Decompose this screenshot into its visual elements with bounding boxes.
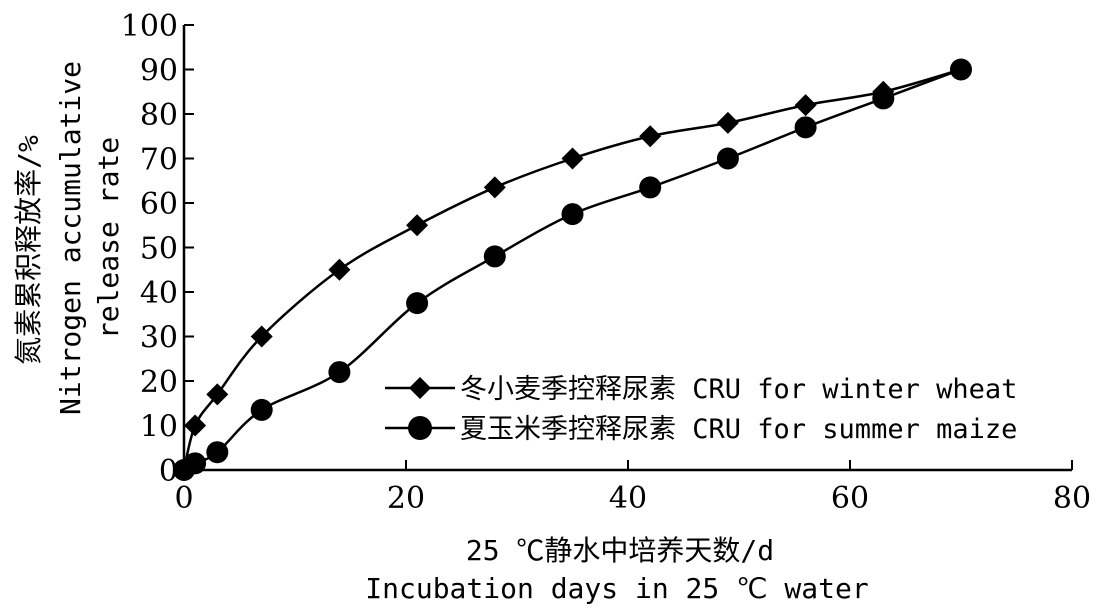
- maize-data-point: [872, 87, 895, 110]
- wheat-data-point: [184, 414, 207, 437]
- x-tick-label: 20: [387, 481, 425, 516]
- maize-data-point: [184, 452, 207, 475]
- y-tick-label: 10: [140, 410, 178, 445]
- maize-data-point: [406, 292, 429, 315]
- y-tick-label: 0: [159, 454, 178, 489]
- y-tick-label: 50: [140, 232, 178, 267]
- y-tick-label: 100: [121, 9, 178, 44]
- y-tick-label: 30: [140, 321, 178, 356]
- maize-data-point: [794, 116, 817, 139]
- x-tick-label: 80: [1053, 481, 1091, 516]
- maize-data-point: [328, 361, 351, 384]
- wheat-data-point: [206, 383, 229, 406]
- wheat-data-point: [250, 325, 273, 348]
- y-axis-label-en-line2: release rate: [92, 137, 125, 339]
- wheat-data-point: [561, 147, 584, 170]
- x-axis-label-cn: 25 ℃静水中培养天数/d: [466, 534, 774, 567]
- x-tick-label: 60: [831, 481, 869, 516]
- y-tick-label: 20: [140, 365, 178, 400]
- maize-data-point: [250, 398, 273, 421]
- legend-diamond-marker: [409, 377, 431, 399]
- maize-data-point: [483, 245, 506, 268]
- wheat-data-point: [328, 258, 351, 281]
- x-axis-label-en: Incubation days in 25 ℃ water: [365, 572, 868, 605]
- maize-data-point: [206, 441, 229, 464]
- y-tick-label: 60: [140, 187, 178, 222]
- y-tick-label: 70: [140, 143, 178, 178]
- x-tick-label: 0: [174, 481, 193, 516]
- maize-data-point: [561, 203, 584, 226]
- wheat-data-point: [639, 125, 662, 148]
- maize-data-point: [639, 176, 662, 199]
- legend-label-wheat: 冬小麦季控释尿素 CRU for winter wheat: [460, 374, 1017, 405]
- x-tick-label: 40: [609, 481, 647, 516]
- y-tick-label: 40: [140, 276, 178, 311]
- series-line-circle: [183, 68, 962, 472]
- wheat-data-point: [483, 176, 506, 199]
- maize-data-point: [716, 147, 739, 170]
- y-tick-label: 90: [140, 54, 178, 89]
- y-axis-label-en-line1: Nitrogen accumulative: [54, 61, 87, 415]
- legend: 冬小麦季控释尿素 CRU for winter wheat 夏玉米季控释尿素 C…: [385, 374, 1017, 445]
- legend-circle-marker: [408, 416, 432, 440]
- series-line-diamond: [182, 68, 962, 471]
- wheat-data-point: [406, 214, 429, 237]
- y-axis-label-cn: 氮素累积释放率/%: [12, 135, 45, 365]
- legend-label-maize: 夏玉米季控释尿素 CRU for summer maize: [460, 414, 1017, 445]
- wheat-data-point: [794, 94, 817, 117]
- wheat-data-point: [716, 111, 739, 134]
- y-tick-label: 80: [140, 98, 178, 133]
- maize-data-point: [950, 58, 972, 81]
